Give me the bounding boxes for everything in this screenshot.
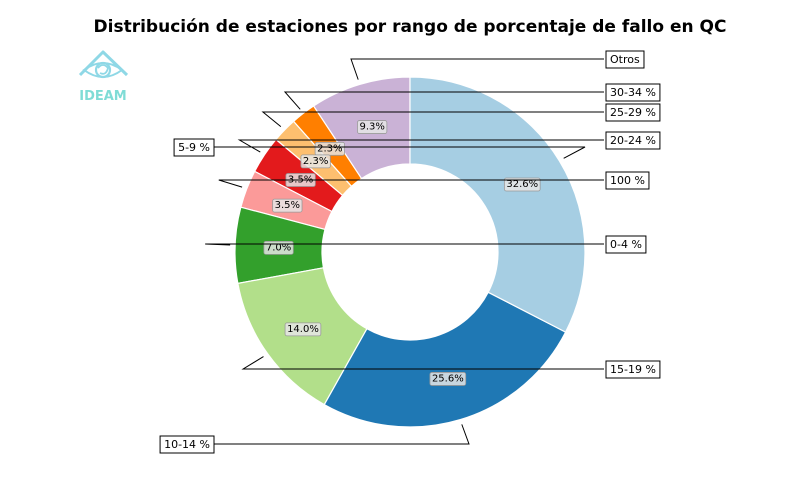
slices-group <box>234 76 586 428</box>
legend-connector-10-14 <box>210 424 470 445</box>
legend-label-text: 0-4 % <box>610 238 642 251</box>
legend-label-box <box>605 103 661 122</box>
legend-connector-otros <box>350 58 604 80</box>
legend-label-5-9: 5-9 % <box>173 138 215 157</box>
legend-label-box <box>605 360 661 379</box>
pct-label-30-34: 2.3% <box>314 141 345 156</box>
legend-label-text: 5-9 % <box>178 141 210 154</box>
legend-label-15-19: 15-19 % <box>605 360 661 379</box>
pct-label-text: 14.0% <box>287 324 319 335</box>
pct-label-text: 25.6% <box>432 373 464 384</box>
pct-label-text: 7.0% <box>266 242 291 253</box>
legend-label-text: 30-34 % <box>610 86 656 99</box>
pct-label-text: 2.3% <box>303 156 328 167</box>
legend-label-30-34: 30-34 % <box>605 83 661 102</box>
legend-connector-25-29 <box>261 111 604 128</box>
legend-label-text: 20-24 % <box>610 134 656 147</box>
pct-label-box <box>429 372 467 386</box>
pct-label-text: 2.3% <box>317 143 342 154</box>
pct-label-box <box>503 177 541 192</box>
slice-10-14 <box>323 291 567 428</box>
pct-label-5-9: 32.6% <box>503 177 541 192</box>
legend-label-box <box>159 435 215 454</box>
legend-labels-group: Otros 30-34 % 25-29 % 20-24 % 100 % 0-4 % 15-1… <box>159 50 661 454</box>
pct-label-box <box>272 198 303 213</box>
legend-label-20-24: 20-24 % <box>605 131 661 150</box>
ideam-eye-logo-icon <box>78 50 129 79</box>
logo-text: IDEAM <box>79 89 127 104</box>
legend-connector-100 <box>218 179 604 188</box>
pct-label-box <box>300 154 331 169</box>
legend-label-text: 25-29 % <box>610 106 656 119</box>
pct-label-100: 3.5% <box>272 198 303 213</box>
pct-label-text: 32.6% <box>506 179 538 190</box>
slice-5-9 <box>409 76 586 333</box>
legend-label-text: 100 % <box>610 174 645 187</box>
pct-label-box <box>263 240 294 255</box>
legend-label-text: Otros <box>610 53 640 66</box>
legend-label-box <box>605 50 645 69</box>
pct-label-text: 9.3% <box>359 122 384 133</box>
pct-label-25-29: 2.3% <box>300 154 331 169</box>
legend-label-box <box>173 138 215 157</box>
pct-label-0-4: 7.0% <box>263 240 294 255</box>
legend-label-text: 15-19 % <box>610 363 656 376</box>
legend-connector-15-19 <box>241 356 604 370</box>
legend-label-0-4: 0-4 % <box>605 235 647 254</box>
pct-label-text: 3.5% <box>275 200 300 211</box>
legend-label-otros: Otros <box>605 50 645 69</box>
pct-label-otros: 9.3% <box>357 120 388 134</box>
pct-label-box <box>357 120 388 134</box>
legend-connector-30-34 <box>283 91 604 110</box>
legend-label-100: 100 % <box>605 171 650 190</box>
legend-label-box <box>605 131 661 150</box>
legend-label-10-14: 10-14 % <box>159 435 215 454</box>
legend-label-box <box>605 235 647 254</box>
legend-label-box <box>605 83 661 102</box>
pct-label-10-14: 25.6% <box>429 372 467 386</box>
legend-label-text: 10-14 % <box>164 438 210 451</box>
pct-label-box <box>284 322 322 337</box>
pct-label-15-19: 14.0% <box>284 322 322 337</box>
legend-connector-0-4 <box>205 243 604 246</box>
ideam-logo: IDEAM <box>78 50 129 104</box>
legend-label-25-29: 25-29 % <box>605 103 661 122</box>
chart-title: Distribución de estaciones por rango de … <box>94 17 727 37</box>
legend-label-box <box>605 171 650 190</box>
percent-labels-group: 9.3%2.3%2.3%3.5%3.5%7.0%14.0%25.6%32.6% <box>263 120 541 386</box>
legend-connector-20-24 <box>237 139 604 153</box>
legend-connector-5-9 <box>210 146 586 159</box>
